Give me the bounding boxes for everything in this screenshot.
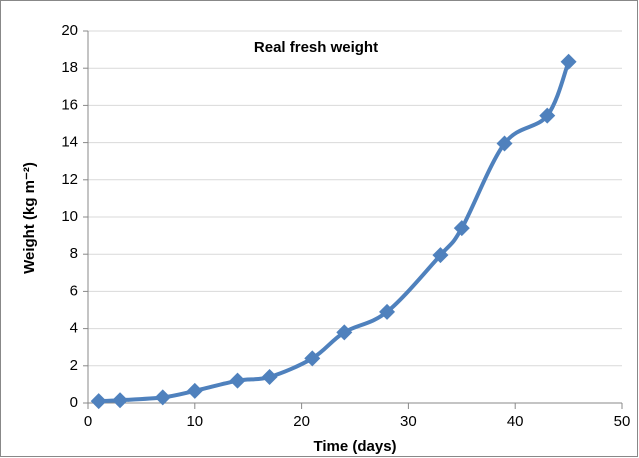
y-tick-label: 0: [70, 394, 78, 411]
data-point: [304, 350, 321, 367]
data-point: [496, 135, 513, 152]
y-tick-label: 6: [70, 282, 78, 299]
y-axis-label: Weight (kg m⁻²): [21, 162, 38, 274]
y-tick-label: 14: [61, 134, 78, 151]
data-point: [154, 389, 171, 406]
data-point: [453, 220, 470, 237]
x-axis-label: Time (days): [313, 438, 396, 455]
data-point: [560, 53, 577, 70]
data-point: [432, 247, 449, 264]
data-point: [379, 303, 396, 320]
x-tick-label: 20: [293, 413, 310, 430]
y-tick-label: 18: [61, 59, 78, 76]
data-point: [112, 392, 129, 409]
x-tick-label: 10: [186, 413, 203, 430]
x-tick-label: 30: [400, 413, 417, 430]
y-tick-label: 2: [70, 357, 78, 374]
y-tick-label: 8: [70, 245, 78, 262]
x-tick-label: 40: [507, 413, 524, 430]
x-tick-label: 50: [614, 413, 631, 430]
data-point: [90, 393, 107, 410]
y-tick-label: 16: [61, 96, 78, 113]
data-point: [261, 368, 278, 385]
data-point: [229, 372, 246, 389]
chart-title: Real fresh weight: [254, 39, 378, 56]
y-tick-label: 20: [61, 22, 78, 39]
data-point: [539, 107, 556, 124]
y-tick-label: 10: [61, 208, 78, 225]
x-tick-label: 0: [84, 413, 92, 430]
y-tick-label: 4: [70, 320, 78, 337]
data-point: [336, 324, 353, 341]
y-tick-label: 12: [61, 171, 78, 188]
data-point: [186, 382, 203, 399]
